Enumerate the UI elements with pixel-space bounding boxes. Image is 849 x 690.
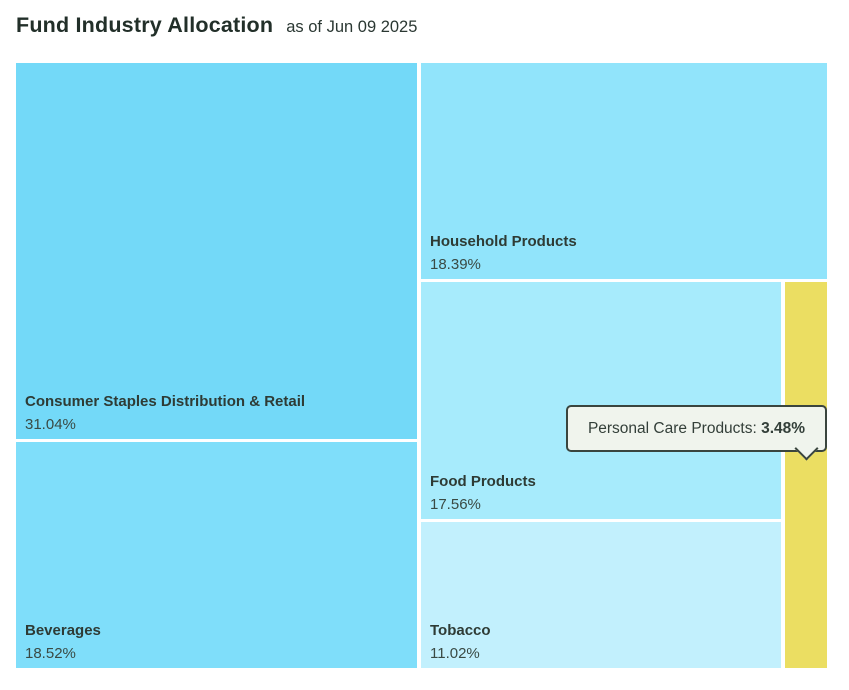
tile-label: Food Products 17.56%: [430, 472, 775, 513]
page-title: Fund Industry Allocation: [16, 13, 274, 37]
tile-name: Consumer Staples Distribution & Retail: [25, 393, 306, 410]
tile-name: Household Products: [430, 233, 577, 250]
tile-name: Beverages: [25, 622, 101, 639]
chart-header: Fund Industry Allocation as of Jun 09 20…: [16, 13, 417, 38]
industry-allocation-treemap: Consumer Staples Distribution & Retail 3…: [16, 63, 827, 668]
treemap-tile-personal-care-products[interactable]: [785, 282, 827, 668]
treemap-tile-consumer-staples[interactable]: Consumer Staples Distribution & Retail 3…: [16, 63, 417, 439]
tile-value: 11.02%: [430, 645, 480, 662]
tile-name: Tobacco: [430, 622, 491, 639]
tile-value: 17.56%: [430, 496, 481, 513]
tile-label: Consumer Staples Distribution & Retail 3…: [25, 392, 411, 433]
tooltip: Personal Care Products: 3.48%: [566, 405, 827, 461]
treemap-tile-household-products[interactable]: Household Products 18.39%: [421, 63, 827, 279]
tile-label: Beverages 18.52%: [25, 621, 411, 662]
tile-label: Household Products 18.39%: [430, 232, 821, 273]
tile-name: Food Products: [430, 473, 536, 490]
treemap-tile-tobacco[interactable]: Tobacco 11.02%: [421, 522, 781, 668]
tile-value: 18.39%: [430, 256, 481, 273]
tile-value: 31.04%: [25, 416, 76, 433]
treemap-tile-beverages[interactable]: Beverages 18.52%: [16, 442, 417, 668]
tile-value: 18.52%: [25, 645, 76, 662]
treemap-tile-food-products[interactable]: Food Products 17.56%: [421, 282, 781, 519]
tile-label: Tobacco 11.02%: [430, 621, 775, 662]
as-of-date: as of Jun 09 2025: [286, 18, 418, 36]
tooltip-value: 3.48%: [761, 419, 806, 437]
tooltip-label: Personal Care Products:: [587, 419, 762, 437]
